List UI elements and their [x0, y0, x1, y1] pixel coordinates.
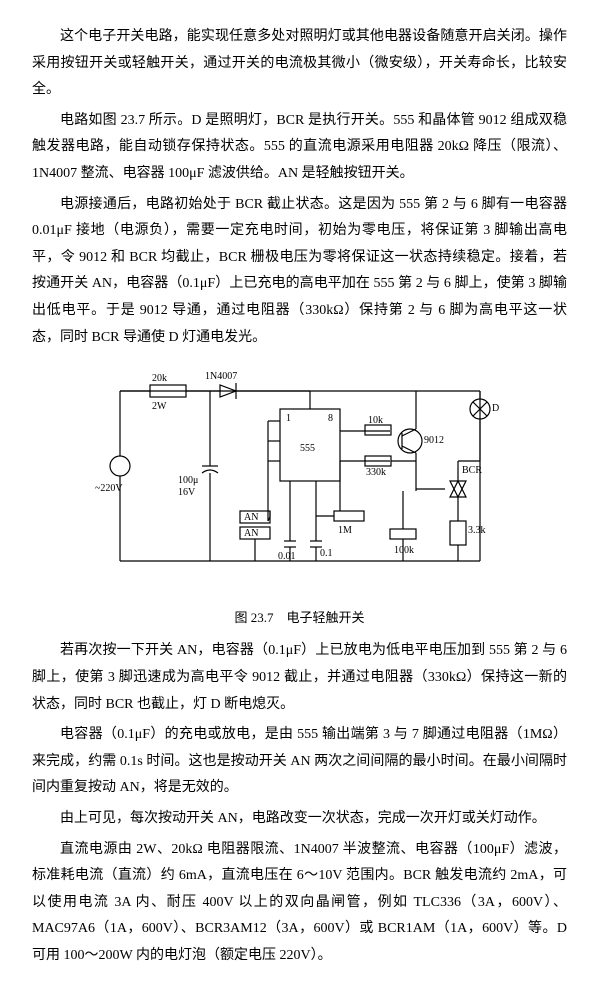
figure-23-7: ~220V 20k 2W 1N4007 100μ 16V 555 1 8 AN … — [32, 361, 567, 630]
label-ic: 555 — [300, 443, 315, 454]
label-an1: AN — [244, 512, 258, 523]
paragraph-2: 电路如图 23.7 所示。D 是照明灯，BCR 是执行开关。555 和晶体管 9… — [32, 108, 567, 188]
label-q: 9012 — [424, 435, 444, 446]
figure-caption: 图 23.7 电子轻触开关 — [32, 606, 567, 631]
label-c100v: 16V — [178, 487, 196, 498]
label-r330k: 330k — [366, 467, 386, 478]
label-r10k: 10k — [368, 415, 383, 426]
label-c001: 0.01 — [278, 551, 296, 562]
label-c01: 0.1 — [320, 548, 333, 559]
label-r100k: 100k — [394, 545, 414, 556]
label-r20k: 20k — [152, 373, 167, 384]
paragraph-6: 由上可见，每次按动开关 AN，电路改变一次状态，完成一次开灯或关灯动作。 — [32, 806, 567, 833]
label-r20k-w: 2W — [152, 401, 167, 412]
label-lamp: D — [492, 403, 499, 414]
label-diode: 1N4007 — [205, 371, 237, 382]
label-pin8: 8 — [328, 413, 333, 424]
label-r1m: 1M — [338, 525, 352, 536]
paragraph-1: 这个电子开关电路，能实现任意多处对照明灯或其他电器设备随意开启关闭。操作采用按钮… — [32, 24, 567, 104]
label-r33k: 3.3k — [468, 525, 486, 536]
label-c100: 100μ — [178, 475, 198, 486]
label-bcr: BCR — [462, 465, 482, 476]
paragraph-5: 电容器（0.1μF）的充电或放电，是由 555 输出端第 3 与 7 脚通过电阻… — [32, 722, 567, 802]
paragraph-7: 直流电源由 2W、20kΩ 电阻器限流、1N4007 半波整流、电容器（100μ… — [32, 837, 567, 970]
circuit-diagram: ~220V 20k 2W 1N4007 100μ 16V 555 1 8 AN … — [90, 361, 510, 591]
label-pin1: 1 — [286, 413, 291, 424]
paragraph-3: 电源接通后，电路初始处于 BCR 截止状态。这是因为 555 第 2 与 6 脚… — [32, 192, 567, 352]
label-ac: ~220V — [95, 483, 123, 494]
label-an2: AN — [244, 528, 258, 539]
paragraph-4: 若再次按一下开关 AN，电容器（0.1μF）上已放电为低电平电压加到 555 第… — [32, 638, 567, 718]
